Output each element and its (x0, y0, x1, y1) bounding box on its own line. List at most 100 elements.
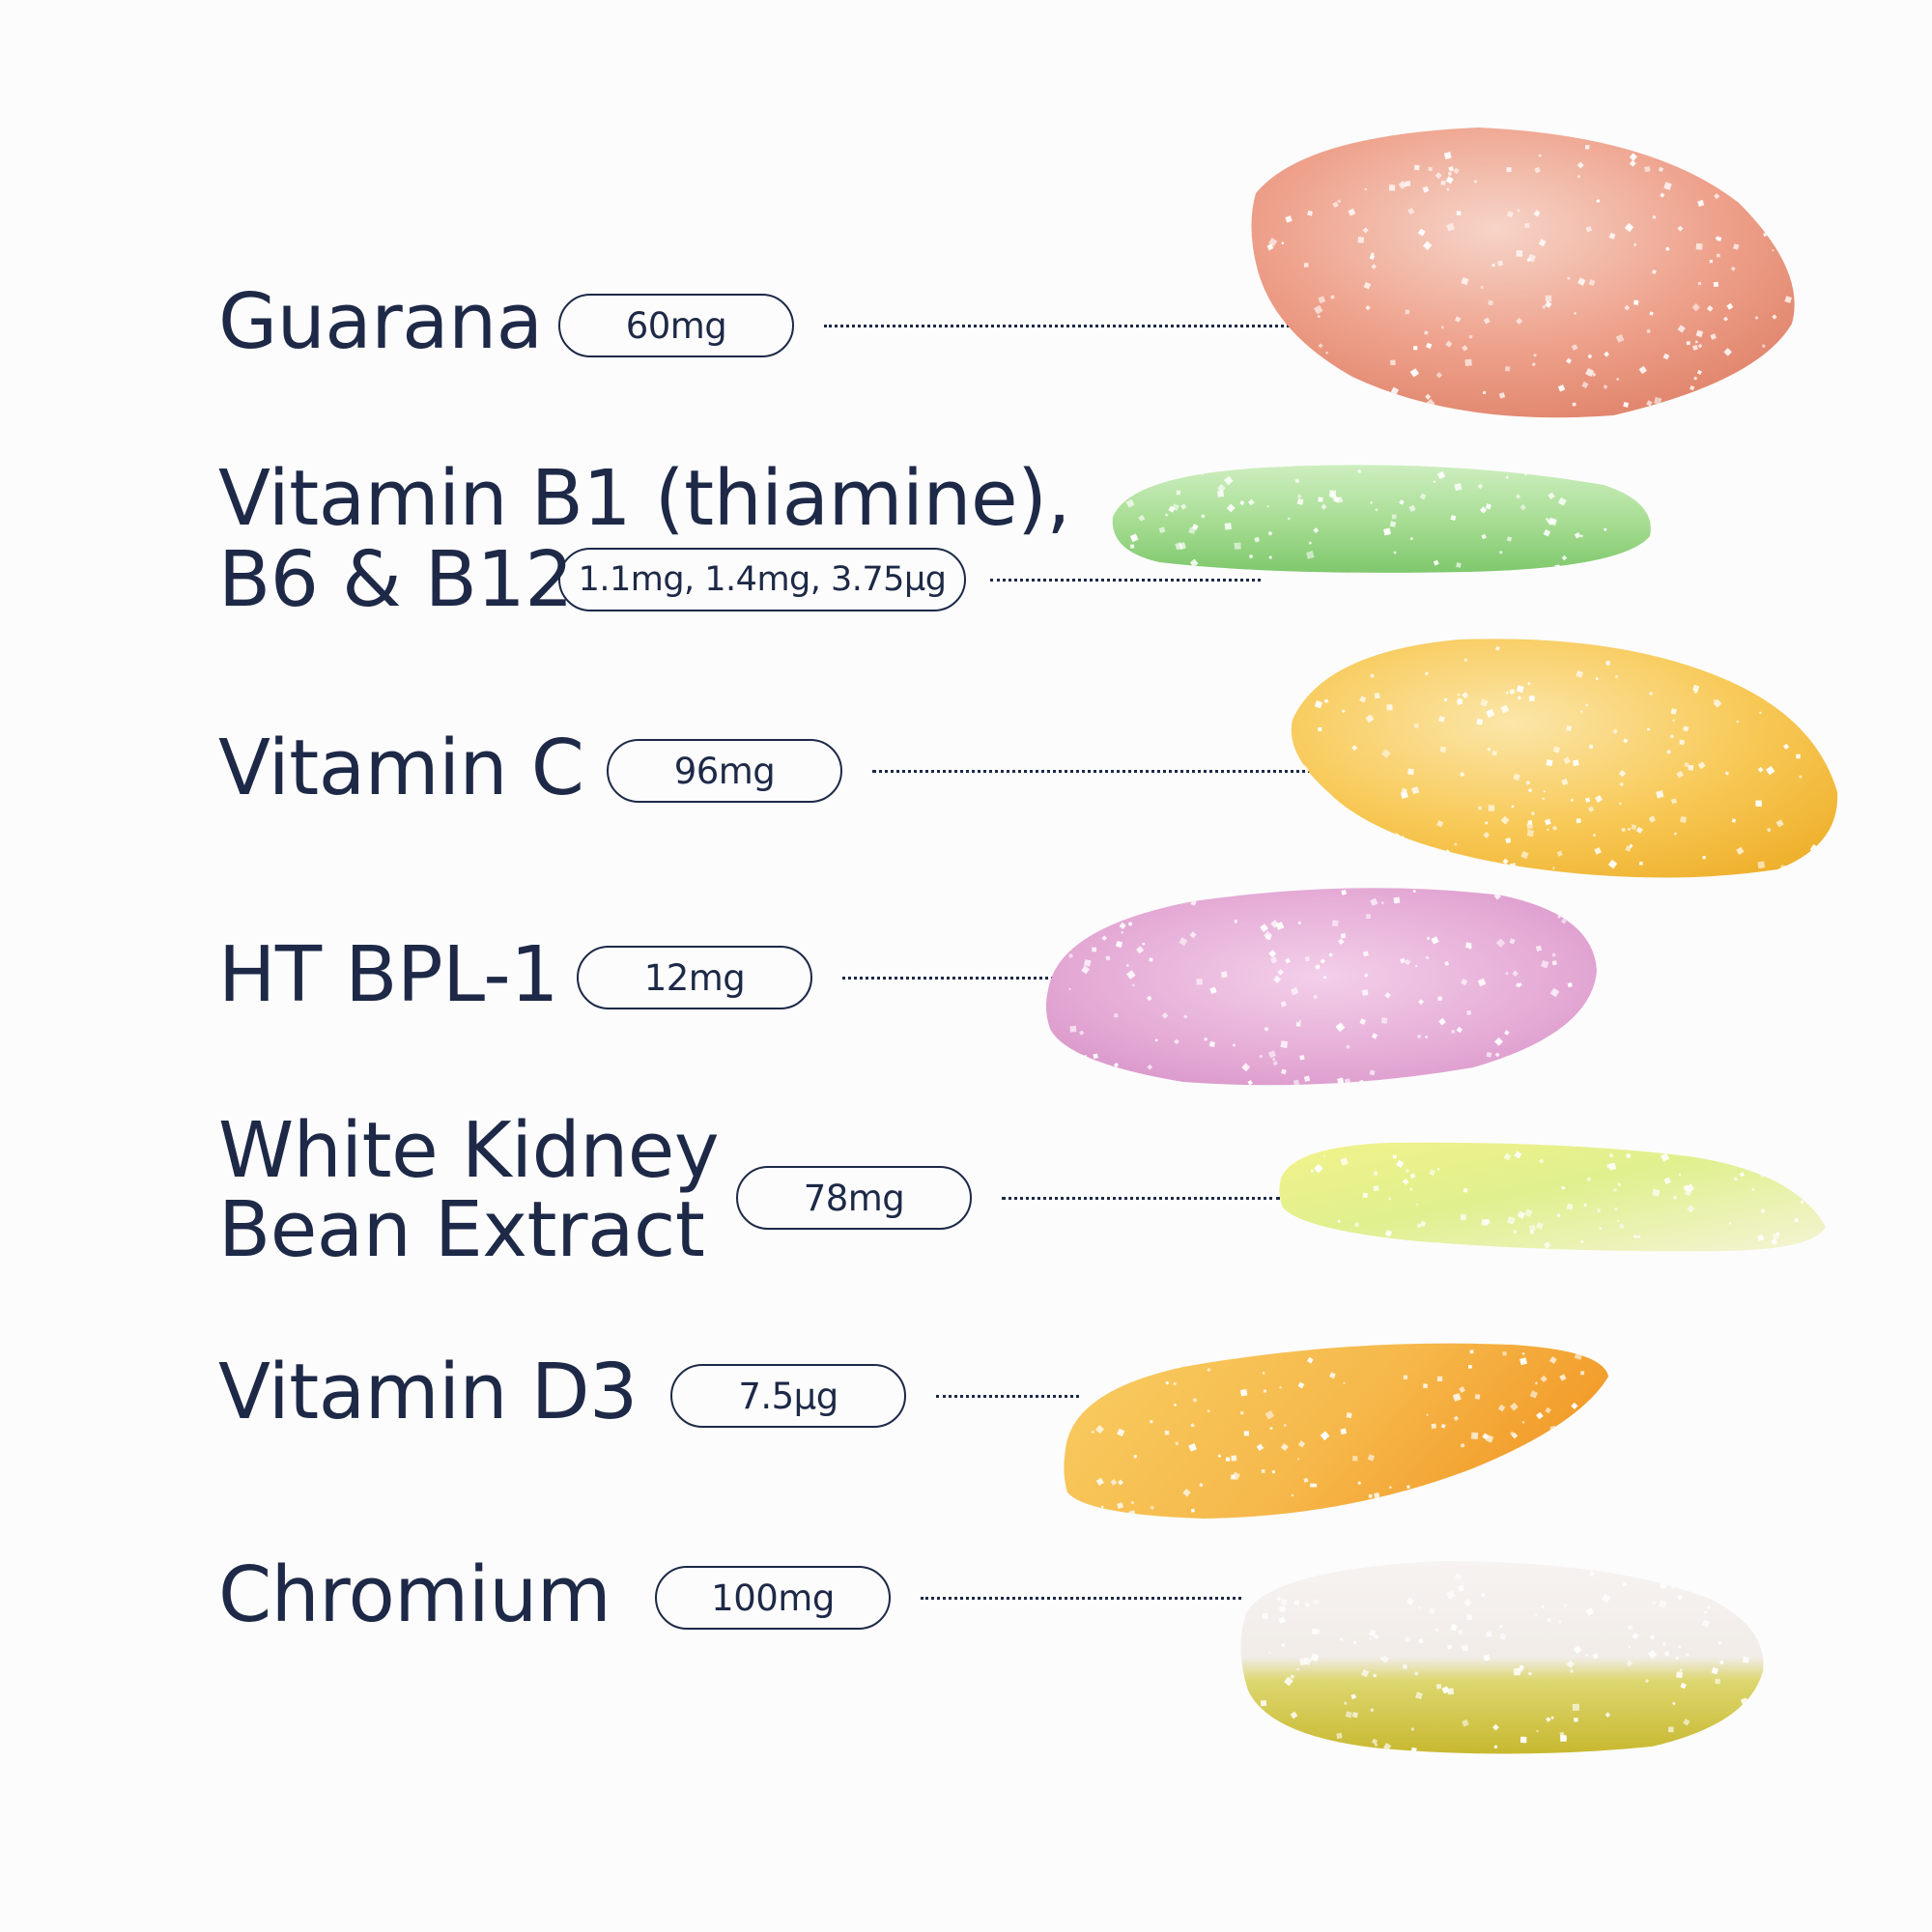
sugar-crystal (1196, 979, 1203, 985)
sugar-crystal (1592, 372, 1597, 377)
sugar-crystal (1713, 698, 1717, 702)
sugar-crystal (1351, 745, 1358, 752)
leader-line (936, 1395, 1079, 1398)
sugar-crystal (1268, 950, 1277, 958)
sugar-crystal (1402, 1179, 1409, 1185)
sugar-crystal (1525, 780, 1531, 785)
sugar-crystal (1373, 1673, 1377, 1678)
sugar-crystal (1552, 746, 1561, 753)
guarana-gummy-image (1251, 128, 1795, 418)
sugar-crystal (1618, 770, 1627, 778)
sugar-crystal (1318, 343, 1323, 349)
sugar-crystal (1515, 982, 1521, 988)
ingredient-name: Vitamin D3 (218, 1348, 638, 1436)
sugar-crystal (1216, 484, 1226, 493)
sugar-crystal (1370, 1708, 1375, 1713)
sugar-crystal (1304, 956, 1311, 962)
sugar-crystal (1584, 797, 1591, 803)
sugar-crystal (1351, 1456, 1358, 1462)
sugar-crystal (1260, 1055, 1263, 1058)
sugar-crystal (1447, 1688, 1455, 1695)
sugar-crystal (1571, 1402, 1578, 1410)
sugar-crystal (1476, 718, 1484, 725)
sugar-crystal (1634, 299, 1639, 305)
sugar-crystal (1580, 1429, 1586, 1435)
sugar-crystal (1545, 295, 1552, 302)
sugar-crystal (1234, 920, 1238, 923)
sugar-crystal (1487, 747, 1492, 752)
sugar-crystal (1261, 148, 1268, 156)
sugar-crystal (1164, 1430, 1170, 1435)
sugar-crystal (1483, 317, 1491, 325)
sugar-crystal (1176, 490, 1181, 496)
sugar-crystal (1444, 960, 1450, 966)
sugar-crystal (1126, 970, 1136, 980)
leader-line (872, 770, 1336, 773)
sugar-crystal (1280, 1443, 1289, 1452)
sugar-crystal (1313, 527, 1320, 533)
sugar-crystal (1365, 714, 1375, 724)
sugar-crystal (1425, 1413, 1429, 1417)
sugar-crystal (1323, 698, 1329, 704)
sugar-crystal (1323, 828, 1330, 836)
sugar-crystal (1754, 316, 1759, 320)
sugar-crystal (1736, 846, 1745, 856)
sugar-crystal (1509, 689, 1516, 695)
sugar-crystal (1384, 992, 1391, 999)
sugar-crystal (1131, 983, 1135, 987)
sugar-crystal (1314, 1236, 1319, 1240)
sugar-crystal (1207, 1367, 1211, 1373)
sugar-crystal (1284, 1424, 1287, 1427)
sugar-crystal (1079, 1030, 1085, 1036)
sugar-crystal (1697, 761, 1706, 770)
sugar-crystal (1690, 649, 1698, 658)
sugar-crystal (1658, 166, 1664, 173)
sugar-crystal (1527, 820, 1533, 825)
sugar-crystal (1191, 1350, 1198, 1357)
sugar-crystal (1551, 952, 1557, 958)
leader-line (824, 325, 1307, 327)
sugar-crystal (1693, 689, 1698, 694)
sugar-crystal (1726, 384, 1730, 388)
sugar-crystal (1380, 1017, 1388, 1024)
sugar-crystal (1448, 166, 1455, 172)
sugar-crystal (1247, 1080, 1253, 1086)
sugar-crystal (1509, 863, 1517, 869)
dose-badge: 60mg (558, 294, 794, 357)
sugar-crystal (1484, 1483, 1492, 1492)
sugar-crystal (1592, 1653, 1599, 1660)
sugar-crystal (1690, 385, 1695, 391)
sugar-crystal (1374, 1743, 1378, 1747)
sugar-crystal (1761, 372, 1768, 378)
sugar-crystal (1299, 1658, 1308, 1666)
sugar-crystal (1539, 1158, 1545, 1164)
sugar-crystal (1599, 1227, 1603, 1231)
sugar-crystal (1404, 1243, 1409, 1249)
sugar-crystal (1365, 305, 1371, 311)
sugar-crystal (1632, 1633, 1639, 1640)
sugar-crystal (1706, 305, 1714, 312)
sugar-crystal (1576, 818, 1581, 824)
sugar-crystal (1260, 1700, 1267, 1707)
sugar-crystal (1310, 1169, 1314, 1173)
sugar-crystal (1506, 211, 1514, 218)
sugar-crystal (1683, 1719, 1690, 1726)
sugar-crystal (1564, 892, 1569, 896)
sugar-crystal (1585, 1507, 1589, 1512)
sugar-crystal (1772, 249, 1775, 252)
sugar-crystal (1587, 354, 1593, 359)
sugar-crystal (1374, 1492, 1380, 1499)
sugar-crystal (1361, 989, 1369, 996)
sugar-crystal (1796, 1166, 1804, 1174)
sugar-crystal (1561, 1185, 1566, 1190)
sugar-crystal (1267, 1050, 1277, 1059)
sugar-crystal (1676, 1671, 1683, 1679)
sugar-crystal (1428, 166, 1433, 172)
sugar-crystal (1310, 1653, 1320, 1662)
sugar-crystal (1574, 312, 1577, 315)
sugar-crystal (1407, 768, 1414, 776)
sugar-crystal (1424, 671, 1430, 676)
sugar-crystal (1682, 651, 1689, 657)
sugar-crystal (1330, 295, 1335, 299)
sugar-crystal (1164, 513, 1169, 517)
